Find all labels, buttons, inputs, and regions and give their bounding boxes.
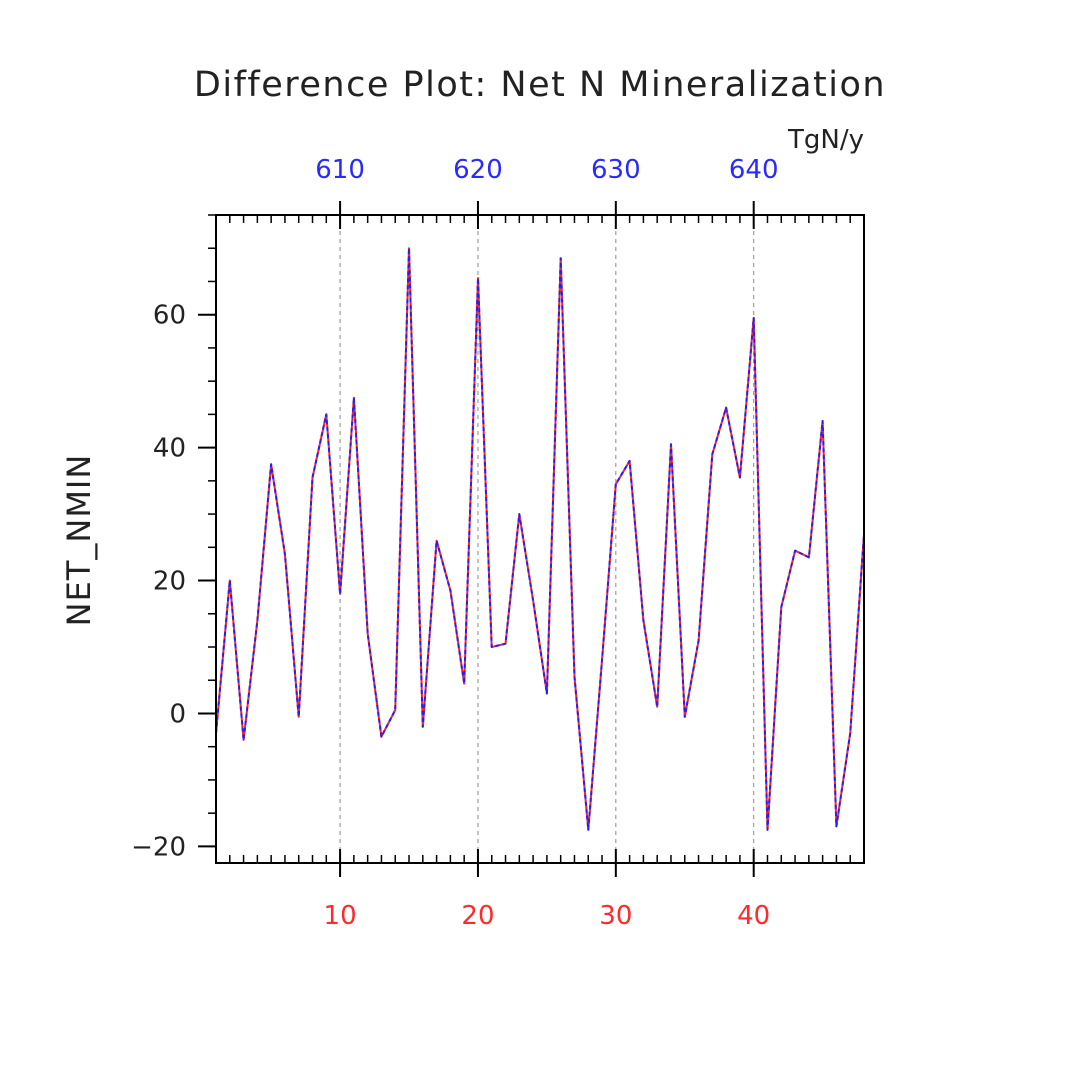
x-bottom-tick-label: 40: [737, 901, 770, 931]
x-top-tick-label: 610: [315, 155, 365, 185]
plot-frame: [215, 214, 865, 864]
grid: [339, 215, 755, 863]
x-bottom-tick-label: 20: [461, 901, 494, 931]
ticks: [198, 201, 865, 877]
x-top-tick-label: 640: [729, 155, 779, 185]
chart-title: Difference Plot: Net N Mineralization: [194, 65, 886, 105]
y-tick-label: 60: [153, 301, 186, 331]
y-tick-label: 20: [153, 567, 186, 597]
series-line-2: [215, 247, 865, 831]
series-layer: [215, 247, 865, 831]
x-bottom-tick-label: 10: [324, 901, 357, 931]
y-tick-label: −20: [131, 832, 186, 862]
y-tick-label: 40: [153, 434, 186, 464]
tick-labels: −20 0 20 40 60 10 20 30 40 610 620 630 640: [131, 155, 778, 931]
series-line-1: [215, 247, 865, 831]
x-top-tick-label: 620: [453, 155, 503, 185]
y-axis-label: NET_NMIN: [60, 454, 98, 627]
x-bottom-tick-label: 30: [599, 901, 632, 931]
y-tick-label: 0: [169, 699, 186, 729]
units-label: TgN/y: [787, 125, 864, 155]
x-top-tick-label: 630: [591, 155, 641, 185]
